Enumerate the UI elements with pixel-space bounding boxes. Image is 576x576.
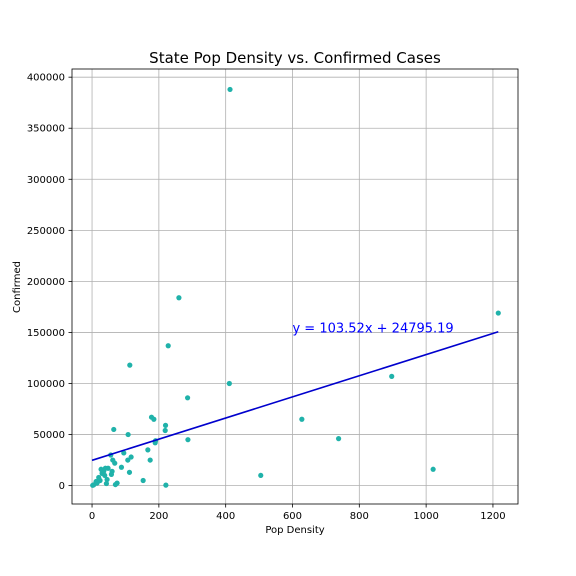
data-point — [97, 477, 103, 484]
y-tick-label: 400000 — [27, 73, 65, 84]
x-tick-label: 1200 — [480, 511, 505, 522]
data-point — [185, 437, 191, 443]
data-point — [165, 343, 171, 349]
data-point — [111, 426, 117, 433]
data-point — [102, 472, 108, 479]
regression-line — [91, 330, 499, 462]
y-tick-label: 200000 — [27, 277, 65, 288]
x-tick-label: 800 — [350, 511, 369, 522]
x-tick-label: 1000 — [413, 511, 438, 522]
data-point — [163, 482, 169, 488]
data-point — [125, 457, 131, 463]
data-point — [103, 480, 110, 487]
data-point — [121, 450, 127, 456]
data-point — [114, 480, 120, 486]
data-point — [162, 422, 169, 428]
regression-equation: y = 103.52x + 24795.19 — [292, 321, 453, 336]
x-tick-label: 400 — [216, 511, 235, 522]
data-point — [389, 373, 395, 379]
data-point — [112, 460, 118, 466]
data-point — [126, 469, 133, 475]
regression-layer — [91, 330, 499, 462]
data-points — [90, 86, 501, 488]
data-point — [147, 457, 153, 463]
x-tick-label: 200 — [149, 511, 168, 522]
y-axis-label: Confirmed — [12, 261, 23, 313]
y-tick-label: 300000 — [27, 175, 65, 186]
data-point — [151, 416, 157, 422]
data-point — [140, 477, 146, 484]
data-point — [125, 431, 131, 438]
data-point — [105, 465, 111, 471]
data-point — [258, 472, 264, 479]
data-point — [184, 395, 191, 401]
data-point — [109, 468, 115, 474]
data-point — [162, 427, 168, 434]
data-point — [127, 362, 133, 368]
data-point — [145, 447, 151, 453]
plot-frame — [71, 68, 519, 505]
y-tick-label: 0 — [59, 481, 65, 492]
y-tick-label: 100000 — [27, 379, 65, 390]
data-point — [430, 466, 436, 472]
data-point — [104, 476, 110, 483]
y-tick-label: 50000 — [33, 430, 65, 441]
axis-ticks: 0 200 400 600 800 1000 1200 0 50000 100000 150000 2… — [27, 73, 506, 522]
data-point — [299, 416, 305, 422]
data-point — [176, 295, 182, 301]
y-tick-label: 150000 — [27, 328, 65, 339]
y-tick-label: 250000 — [27, 226, 65, 237]
chart-title: State Pop Density vs. Confirmed Cases — [149, 49, 441, 67]
x-tick-label: 600 — [283, 511, 302, 522]
data-point — [495, 310, 501, 316]
data-point — [227, 86, 233, 93]
y-tick-label: 350000 — [27, 124, 65, 135]
data-point — [335, 436, 342, 442]
x-axis-label: Pop Density — [265, 525, 324, 536]
x-tick-label: 0 — [89, 511, 95, 522]
grid-lines — [72, 69, 518, 504]
data-point — [118, 464, 125, 470]
data-point — [128, 454, 134, 460]
data-point — [226, 380, 232, 387]
